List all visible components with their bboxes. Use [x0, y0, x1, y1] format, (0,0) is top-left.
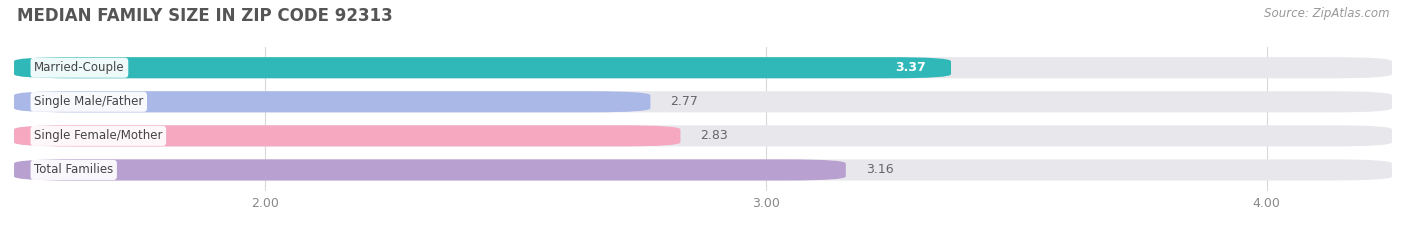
Text: Married-Couple: Married-Couple — [34, 61, 125, 74]
Text: Single Female/Mother: Single Female/Mother — [34, 129, 163, 142]
FancyBboxPatch shape — [14, 91, 651, 112]
FancyBboxPatch shape — [14, 91, 1392, 112]
Text: Source: ZipAtlas.com: Source: ZipAtlas.com — [1264, 7, 1389, 20]
FancyBboxPatch shape — [14, 125, 681, 146]
Text: 3.37: 3.37 — [896, 61, 927, 74]
Text: 2.77: 2.77 — [671, 95, 699, 108]
Text: MEDIAN FAMILY SIZE IN ZIP CODE 92313: MEDIAN FAMILY SIZE IN ZIP CODE 92313 — [17, 7, 392, 25]
Text: 3.16: 3.16 — [866, 163, 893, 176]
Text: Single Male/Father: Single Male/Father — [34, 95, 143, 108]
FancyBboxPatch shape — [14, 159, 846, 181]
FancyBboxPatch shape — [14, 159, 1392, 181]
Text: Total Families: Total Families — [34, 163, 114, 176]
FancyBboxPatch shape — [14, 125, 1392, 146]
FancyBboxPatch shape — [14, 57, 1392, 78]
Text: 2.83: 2.83 — [700, 129, 728, 142]
FancyBboxPatch shape — [14, 57, 950, 78]
